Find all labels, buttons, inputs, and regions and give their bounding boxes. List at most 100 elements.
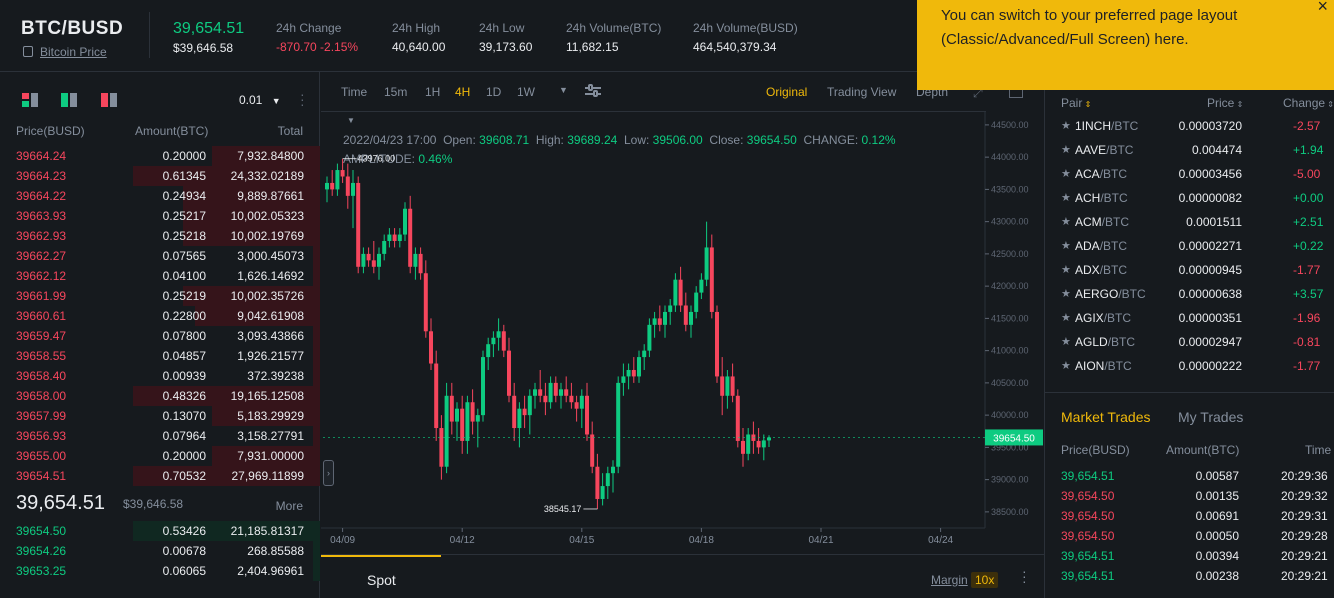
interval-dropdown-icon[interactable]: ▼ — [559, 85, 568, 95]
ask-row[interactable]: 39659.47 0.07800 3,093.43866 — [0, 326, 320, 346]
star-icon[interactable]: ★ — [1061, 120, 1071, 132]
candle-body — [538, 389, 543, 396]
pair-change: +0.22 — [1293, 239, 1324, 253]
interval-4h[interactable]: 4H — [455, 85, 471, 99]
ask-row[interactable]: 39655.00 0.20000 7,931.00000 — [0, 446, 320, 466]
pair-row[interactable]: ★ AGIX/BTC 0.00000351 -1.96 — [1045, 306, 1334, 330]
star-icon[interactable]: ★ — [1061, 288, 1071, 300]
pair-name: AERGO/BTC — [1075, 282, 1146, 306]
pair-row[interactable]: ★ ADX/BTC 0.00000945 -1.77 — [1045, 258, 1334, 282]
interval-1d[interactable]: 1D — [486, 85, 502, 99]
star-icon[interactable]: ★ — [1061, 168, 1071, 180]
star-icon[interactable]: ★ — [1061, 360, 1071, 372]
orderbook-asks-view-icon[interactable] — [101, 93, 117, 107]
x-tick-label: 04/09 — [330, 535, 355, 546]
ask-row[interactable]: 39664.23 0.61345 24,332.02189 — [0, 166, 320, 186]
tab-my-trades[interactable]: My Trades — [1178, 409, 1244, 425]
ask-row[interactable]: 39664.22 0.24934 9,889.87661 — [0, 186, 320, 206]
tab-market-trades[interactable]: Market Trades — [1061, 409, 1151, 425]
pair-row[interactable]: ★ 1INCH/BTC 0.00003720 -2.57 — [1045, 114, 1334, 138]
precision-select[interactable]: 0.01 ▼ — [239, 93, 281, 107]
tab-margin[interactable]: Margin — [931, 573, 968, 587]
close-icon[interactable]: × — [1317, 0, 1328, 16]
col-amount: Amount(BTC) — [135, 124, 209, 138]
trade-price: 39,654.50 — [1061, 489, 1115, 503]
view-tradingview[interactable]: Trading View — [827, 85, 897, 99]
ask-row[interactable]: 39663.93 0.25217 10,002.05323 — [0, 206, 320, 226]
pair-price: 0.0001511 — [1186, 215, 1242, 229]
star-icon[interactable]: ★ — [1061, 264, 1071, 276]
ask-row[interactable]: 39660.61 0.22800 9,042.61908 — [0, 306, 320, 326]
pair-row[interactable]: ★ ADA/BTC 0.00002271 +0.22 — [1045, 234, 1334, 258]
interval-1h[interactable]: 1H — [425, 85, 441, 99]
pairs-col-pair[interactable]: Pair ⇕ — [1061, 96, 1091, 110]
ask-price: 39660.61 — [16, 309, 67, 323]
ask-row[interactable]: 39662.12 0.04100 1,626.14692 — [0, 266, 320, 286]
bid-row[interactable]: 39654.50 0.53426 21,185.81317 — [0, 521, 320, 541]
ask-row[interactable]: 39664.24 0.20000 7,932.84800 — [0, 146, 320, 166]
pair-row[interactable]: ★ AION/BTC 0.00000222 -1.77 — [1045, 354, 1334, 378]
star-icon[interactable]: ★ — [1061, 144, 1071, 156]
candle-body — [730, 376, 735, 396]
star-icon[interactable]: ★ — [1061, 336, 1071, 348]
pair-row[interactable]: ★ AAVE/BTC 0.004474 +1.94 — [1045, 138, 1334, 162]
ask-row[interactable]: 39662.27 0.07565 3,000.45073 — [0, 246, 320, 266]
ask-row[interactable]: 39658.40 0.00939 372.39238 — [0, 366, 320, 386]
ask-row[interactable]: 39658.00 0.48326 19,165.12508 — [0, 386, 320, 406]
candle-body — [481, 357, 485, 416]
ask-price: 39662.12 — [16, 269, 67, 283]
pair-row[interactable]: ★ ACM/BTC 0.0001511 +2.51 — [1045, 210, 1334, 234]
stat-value-change: -870.70 -2.15% — [276, 40, 359, 54]
ask-row[interactable]: 39657.99 0.13070 5,183.29929 — [0, 406, 320, 426]
orderbook-both-view-icon[interactable] — [22, 93, 38, 107]
stat-value-vol-btc: 11,682.15 — [566, 40, 619, 54]
pair-quote: /BTC — [1107, 335, 1136, 349]
candlestick-chart[interactable]: 44500.00 44000.00 43500.00 43000.00 42500.00… — [321, 72, 1044, 554]
ask-depth-bar — [183, 226, 320, 246]
more-vertical-icon[interactable]: · · · — [1022, 563, 1027, 589]
y-tick-label: 43000.00 — [991, 217, 1029, 227]
pair-row[interactable]: ★ AERGO/BTC 0.00000638 +3.57 — [1045, 282, 1334, 306]
pair-row[interactable]: ★ AGLD/BTC 0.00002947 -0.81 — [1045, 330, 1334, 354]
ask-row[interactable]: 39658.55 0.04857 1,926.21577 — [0, 346, 320, 366]
interval-1w[interactable]: 1W — [517, 85, 535, 99]
ask-row[interactable]: 39656.93 0.07964 3,158.27791 — [0, 426, 320, 446]
pair-row[interactable]: ★ ACA/BTC 0.00003456 -5.00 — [1045, 162, 1334, 186]
candle-body — [496, 331, 501, 338]
settings-sliders-icon[interactable] — [584, 83, 602, 99]
bitcoin-price-link[interactable]: Bitcoin Price — [40, 45, 107, 59]
chevron-down-icon: ▼ — [271, 96, 281, 106]
star-icon[interactable]: ★ — [1061, 192, 1071, 204]
pair-name: AAVE/BTC — [1075, 138, 1133, 162]
bid-row[interactable]: 39654.26 0.00678 268.85588 — [0, 541, 320, 561]
amplitude-line: AMPLITUDE: 0.46% — [343, 152, 452, 166]
ask-row[interactable]: 39654.51 0.70532 27,969.11899 — [0, 466, 320, 486]
pairs-col-change[interactable]: Change ⇕ — [1283, 96, 1334, 110]
more-link[interactable]: More — [275, 499, 303, 513]
ask-row[interactable]: 39661.99 0.25219 10,002.35726 — [0, 286, 320, 306]
trade-price: 39,654.50 — [1061, 529, 1115, 543]
bid-row[interactable]: 39653.25 0.06065 2,404.96961 — [0, 561, 320, 581]
pair-quote: /BTC — [1099, 167, 1128, 181]
pair-base: AERGO — [1075, 287, 1119, 301]
collapse-info-icon[interactable]: ▼ — [347, 116, 355, 125]
pairs-col-price[interactable]: Price ⇕ — [1207, 96, 1243, 110]
star-icon[interactable]: ★ — [1061, 240, 1071, 252]
star-icon[interactable]: ★ — [1061, 216, 1071, 228]
fullscreen-icon[interactable]: ⤢ — [973, 86, 983, 100]
ohlc-open-label: Open: — [443, 133, 476, 147]
pair-row[interactable]: ★ ACH/BTC 0.00000082 +0.00 — [1045, 186, 1334, 210]
leverage-badge[interactable]: 10x — [971, 572, 999, 588]
orderbook-bids-view-icon[interactable] — [61, 93, 77, 107]
more-vertical-icon[interactable]: · · · — [300, 86, 305, 112]
interval-time[interactable]: Time — [341, 85, 368, 99]
star-icon[interactable]: ★ — [1061, 312, 1071, 324]
candle-body — [746, 434, 751, 454]
expand-panel-icon[interactable]: › — [323, 460, 334, 486]
view-original[interactable]: Original — [766, 85, 808, 99]
ask-row[interactable]: 39662.93 0.25218 10,002.19769 — [0, 226, 320, 246]
tab-spot[interactable]: Spot — [367, 572, 396, 588]
interval-15m[interactable]: 15m — [384, 85, 408, 99]
bid-price: 39653.25 — [16, 564, 67, 578]
amplitude-value: 0.46% — [418, 152, 453, 166]
